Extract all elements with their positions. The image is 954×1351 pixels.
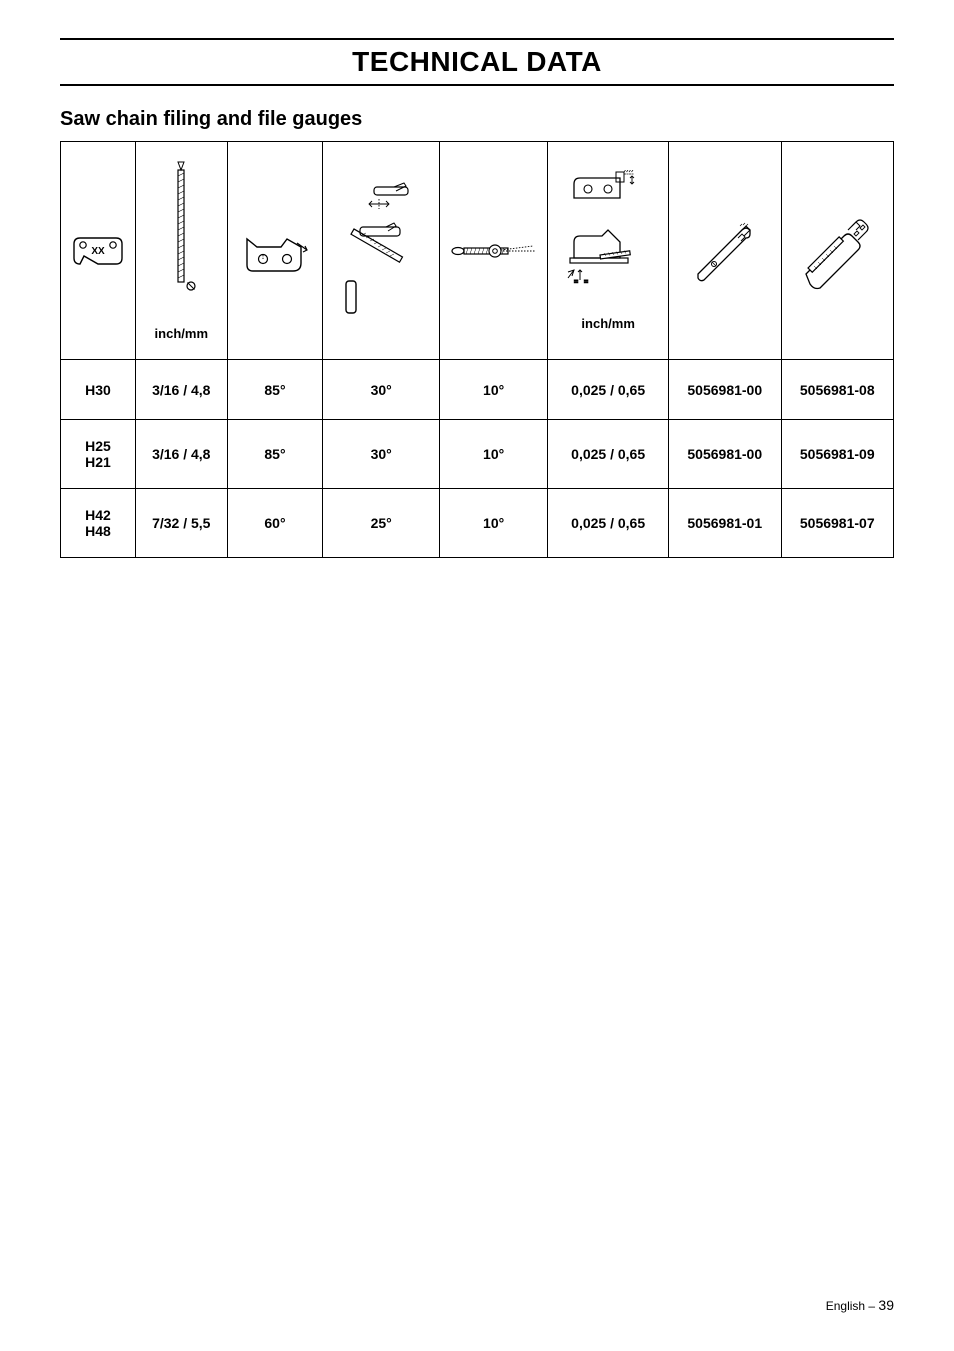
filing-table: XX (60, 141, 894, 558)
header-file-dia-icon: inch/mm (135, 142, 227, 360)
header-angle2-icon (323, 142, 440, 360)
svg-text:XX: XX (91, 246, 105, 257)
cell-part2: 5056981-07 (781, 489, 894, 558)
unit-col2: inch/mm (155, 326, 208, 341)
cell-file-dia: 7/32 / 5,5 (135, 489, 227, 558)
header-gauge1-icon (669, 142, 781, 360)
cell-chain: H25 H21 (61, 420, 136, 489)
file-gauge-a-icon (690, 216, 760, 286)
cell-angle2: 30° (323, 420, 440, 489)
file-side-angle-icon (449, 237, 539, 265)
cell-angle1: 60° (227, 489, 323, 558)
header-depth-icon: = = inch/mm (548, 142, 669, 360)
header-chain-icon: XX (61, 142, 136, 360)
page-footer: English – 39 (826, 1297, 894, 1313)
cell-part2: 5056981-08 (781, 360, 894, 420)
svg-text:=: = (584, 279, 588, 286)
cell-angle1: 85° (227, 420, 323, 489)
cell-angle1: 85° (227, 360, 323, 420)
cell-angle2: 30° (323, 360, 440, 420)
footer-page-number: 39 (878, 1297, 894, 1313)
svg-text:=: = (574, 279, 578, 286)
round-file-icon (161, 160, 201, 310)
footer-lang: English (826, 1299, 865, 1313)
cell-depth: 0,025 / 0,65 (548, 360, 669, 420)
cell-part1: 5056981-00 (669, 360, 781, 420)
cutter-top-angle-icon (241, 225, 309, 277)
cell-part2: 5056981-09 (781, 420, 894, 489)
cell-angle3: 10° (439, 360, 547, 420)
depth-gauge-icon: = = (564, 170, 652, 300)
unit-col6: inch/mm (581, 316, 634, 331)
section-title: Saw chain filing and file gauges (60, 108, 894, 131)
table-row: H25 H21 3/16 / 4,8 85° 30° 10° 0,025 / 0… (61, 420, 894, 489)
cell-chain: H30 (61, 360, 136, 420)
cell-angle3: 10° (439, 489, 547, 558)
cell-file-dia: 3/16 / 4,8 (135, 360, 227, 420)
cell-part1: 5056981-00 (669, 420, 781, 489)
cell-angle3: 10° (439, 420, 547, 489)
chain-link-icon: XX (70, 234, 126, 268)
header-angle3-icon (439, 142, 547, 360)
cell-part1: 5056981-01 (669, 489, 781, 558)
table-row: H30 3/16 / 4,8 85° 30° 10° 0,025 / 0,65 … (61, 360, 894, 420)
cell-angle2: 25° (323, 489, 440, 558)
page-title: TECHNICAL DATA (60, 42, 894, 86)
cell-depth: 0,025 / 0,65 (548, 489, 669, 558)
cell-chain: H42 H48 (61, 489, 136, 558)
cell-depth: 0,025 / 0,65 (548, 420, 669, 489)
file-angle-top-icon (336, 181, 426, 321)
table-row: H42 H48 7/32 / 5,5 60° 25° 10° 0,025 / 0… (61, 489, 894, 558)
header-angle1-icon (227, 142, 323, 360)
header-gauge2-icon (781, 142, 894, 360)
file-gauge-b-icon (800, 212, 874, 290)
cell-file-dia: 3/16 / 4,8 (135, 420, 227, 489)
